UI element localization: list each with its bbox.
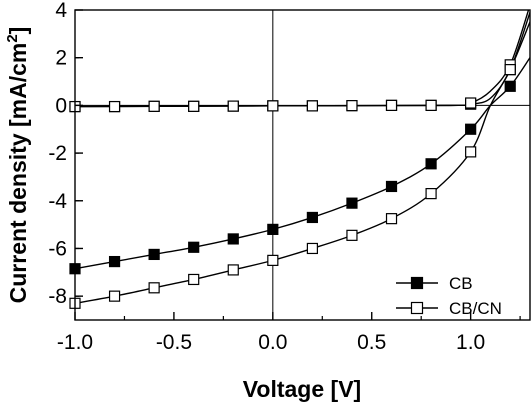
x-tick-label: 0.0: [258, 331, 287, 354]
y-axis-title-sup: 2: [4, 34, 21, 42]
data-point-cbcn: [385, 213, 398, 225]
data-point-cb: [148, 248, 160, 261]
dark-line-cb: [75, 12, 530, 108]
data-point-cb: [504, 80, 516, 92]
data-point-cbcn: [267, 254, 279, 266]
dark-point-cbcn: [148, 100, 160, 112]
curves: [75, 10, 530, 304]
x-tick-label: 0.5: [357, 331, 386, 354]
data-point-cbcn: [504, 64, 516, 76]
dark-point-cbcn: [267, 100, 279, 112]
data-point-cbcn: [465, 146, 477, 158]
legend-label-cbcn: CB/CN: [449, 299, 502, 318]
x-tick-label: -1.0: [57, 331, 93, 354]
data-point-cb: [188, 241, 200, 253]
markers: [69, 59, 516, 309]
data-point-cbcn: [425, 188, 437, 200]
series-line-cbcn: [75, 21, 530, 304]
data-point-cbcn: [346, 229, 358, 241]
dark-line-cbcn: [75, 10, 530, 108]
axis-ticks: [74, 9, 521, 320]
data-point-cbcn: [227, 264, 239, 276]
y-tick-label: -8: [48, 285, 67, 308]
y-tick-label: 2: [55, 47, 67, 70]
x-tick-label: 1.0: [456, 331, 485, 354]
data-point-cb: [346, 197, 358, 209]
y-tick-label: 4: [55, 0, 67, 22]
x-axis-title: Voltage [V]: [243, 376, 361, 402]
data-point-cbcn: [306, 242, 318, 255]
dark-point-cbcn: [108, 100, 121, 113]
dark-point-cbcn: [465, 97, 477, 109]
y-axis-title-close: ]: [5, 27, 31, 35]
y-tick-label: -6: [48, 237, 67, 260]
data-point-cb: [306, 211, 318, 224]
dark-point-cbcn: [346, 100, 358, 112]
legend-marker-cb: [410, 276, 424, 290]
data-point-cb: [267, 223, 279, 235]
x-tick-label: -0.5: [156, 331, 192, 354]
legend-label-cb: CB: [449, 274, 473, 293]
data-point-cb: [465, 123, 477, 135]
legend: CB CB/CN: [396, 274, 502, 318]
y-tick-label: 0: [55, 94, 67, 117]
legend-marker-cbcn: [410, 301, 424, 315]
y-tick-label: -2: [48, 142, 67, 165]
dark-point-cbcn: [306, 100, 318, 112]
data-point-cb: [425, 158, 437, 170]
dark-point-cbcn: [385, 99, 398, 111]
tick-labels: -1.0 -0.5 0.0 0.5 1.0 -8 -6 -4 -2 0 2 4: [48, 0, 485, 354]
data-point-cb: [227, 233, 239, 245]
dark-point-cbcn: [188, 100, 200, 112]
plot-frame: [74, 9, 531, 321]
dark-point-cbcn: [425, 99, 437, 111]
y-tick-label: -4: [48, 190, 67, 213]
data-point-cbcn: [188, 273, 200, 286]
data-point-cbcn: [108, 290, 121, 302]
data-point-cb: [108, 255, 121, 268]
dark-point-cbcn: [227, 100, 239, 112]
data-point-cb: [385, 180, 398, 193]
y-axis-title: Current density [mA/cm2]: [4, 27, 31, 304]
data-point-cbcn: [148, 282, 160, 294]
